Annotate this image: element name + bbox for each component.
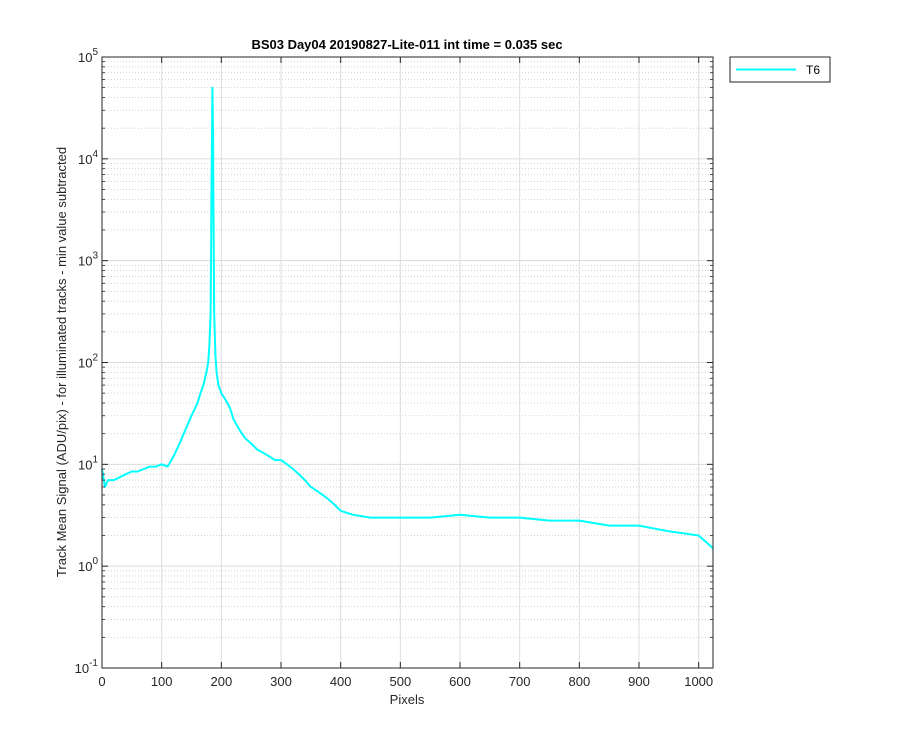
y-tick-label: 101: [78, 454, 98, 472]
x-tick-label: 500: [389, 674, 411, 689]
legend-label: T6: [806, 63, 820, 77]
y-tick-label: 10-1: [75, 658, 99, 676]
x-tick-label: 800: [568, 674, 590, 689]
x-tick-label: 900: [628, 674, 650, 689]
y-tick-label: 104: [78, 149, 98, 167]
y-axis-ticks: 10-1 100 101 102 103 104 105: [75, 47, 713, 676]
x-tick-label: 0: [98, 674, 105, 689]
x-tick-label: 700: [509, 674, 531, 689]
x-tick-label: 600: [449, 674, 471, 689]
legend: T6: [729, 56, 831, 83]
x-tick-label: 100: [151, 674, 173, 689]
x-tick-label: 1000: [684, 674, 713, 689]
x-tick-label: 200: [210, 674, 232, 689]
y-tick-label: 105: [78, 47, 98, 65]
y-tick-label: 100: [78, 556, 98, 574]
y-axis-label: Track Mean Signal (ADU/pix) - for illumi…: [54, 147, 69, 577]
x-tick-label: 300: [270, 674, 292, 689]
x-axis-label: Pixels: [390, 692, 425, 707]
x-tick-label: 400: [330, 674, 352, 689]
series-layer: [101, 86, 714, 549]
series-line-t6: [101, 86, 714, 549]
major-grid: [101, 56, 713, 669]
y-tick-label: 103: [78, 251, 98, 269]
x-axis-ticks: 0 100 200 300 400 500 600 700 800 900 1000: [98, 57, 713, 689]
y-tick-label: 102: [78, 353, 98, 371]
chart-title: BS03 Day04 20190827-Lite-011 int time = …: [251, 37, 562, 52]
